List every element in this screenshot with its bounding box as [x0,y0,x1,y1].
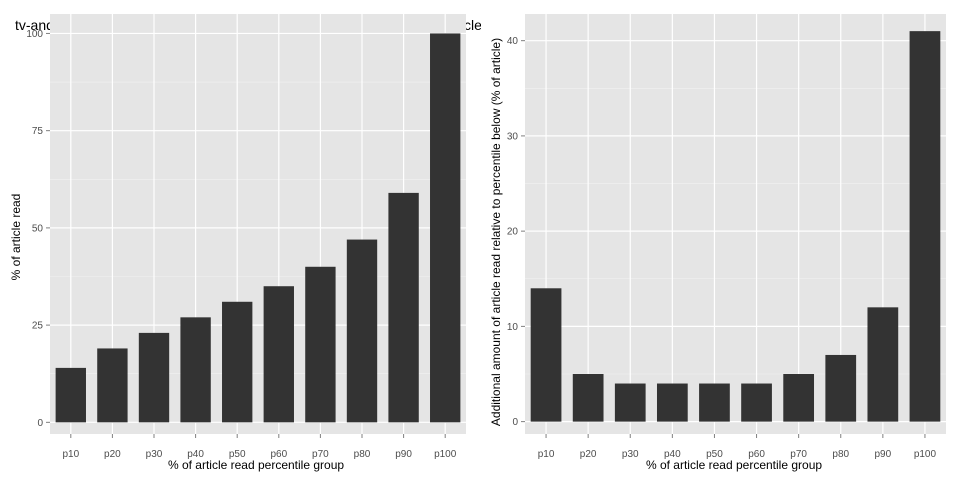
chart-1-x-tick-label-p40: p40 [187,449,204,460]
chart-2-bar-p70 [783,374,815,422]
chart-2-bar-p90 [867,307,899,422]
chart-2-y-tick-label: 40 [507,36,519,47]
chart-1-y-tick-label: 100 [26,29,43,40]
chart-1-y-tick-label: 75 [32,126,44,137]
chart-1-bar-p70 [305,266,336,423]
chart-1-bar-p20 [97,348,128,423]
chart-2-x-tick-label-p90: p90 [875,449,892,460]
chart-2-bar-p50 [699,383,730,422]
chart-1-x-tick-label-p80: p80 [354,449,371,460]
chart-1-bar-p80 [346,239,378,423]
chart-1-bar-p30 [138,332,170,423]
chart-2-x-tick-label-p100: p100 [914,449,937,460]
chart-2-y-tick-label: 20 [507,227,519,238]
chart-1-x-tick-label-p100: p100 [434,449,457,460]
chart-2-x-tick-label-p30: p30 [622,449,639,460]
chart-1-x-tick-label-p60: p60 [270,449,287,460]
chart-1-x-tick-label-p50: p50 [229,449,246,460]
chart-2-x-tick-label-p10: p10 [538,449,555,460]
chart-2-bar-p30 [614,383,646,422]
chart-2-x-tick-label-p60: p60 [748,449,765,460]
chart-2-y-tick-label: 30 [507,131,519,142]
chart-1-x-axis-title: % of article read percentile group [168,458,344,472]
chart-2-bar-p40 [656,383,688,422]
chart-1-x-tick-label-p10: p10 [62,449,79,460]
chart-1-x-tick-label-p70: p70 [312,449,329,460]
chart-1-bar-p100 [430,33,461,423]
chart-2-x-tick-label-p80: p80 [832,449,849,460]
chart-1-x-tick-label-p90: p90 [395,449,412,460]
chart-2-x-axis-title: % of article read percentile group [646,458,822,472]
chart-2-x-tick-label-p40: p40 [664,449,681,460]
chart-1-y-axis-title: % of article read [9,194,23,281]
chart-1-x-tick-label-p20: p20 [104,449,121,460]
chart-1-bar-p90 [388,192,419,423]
chart-1-y-tick-label: 50 [32,223,44,234]
chart-2-bar-p100 [909,31,941,422]
chart-2-bar-p10 [530,288,562,422]
chart-1-bar-p50 [222,301,253,423]
chart-1-y-tick-label: 0 [37,418,43,429]
chart-1-panel-group: 0 25 50 75 100 p10 p20 p30 p40 p50 p60 p70 p80 p90 p10… [26,14,466,460]
chart-1-bar-p10 [55,367,86,423]
chart-2-bar-p80 [825,354,857,422]
chart-1-y-tick-label: 25 [32,321,44,332]
chart-2-bar-p60 [741,383,772,422]
chart-2-y-tick-label: 0 [512,417,518,428]
chart-2-y-axis-title: Additional amount of article read relati… [489,38,503,426]
chart-2-panel-group: 0 10 20 30 40 p10 p20 p30 p40 p50 p60 p70 p80 p90 p100 [507,14,946,460]
chart-2-x-tick-label-p70: p70 [790,449,807,460]
chart-2-bar-p20 [572,374,604,422]
chart-1-bar-p60 [263,286,294,423]
chart-2-y-tick-label: 10 [507,322,519,333]
chart-1-x-tick-label-p30: p30 [146,449,163,460]
chart-2-x-tick-label-p50: p50 [706,449,723,460]
chart-1-bar-p40 [180,317,211,423]
chart-2-x-tick-label-p20: p20 [580,449,597,460]
